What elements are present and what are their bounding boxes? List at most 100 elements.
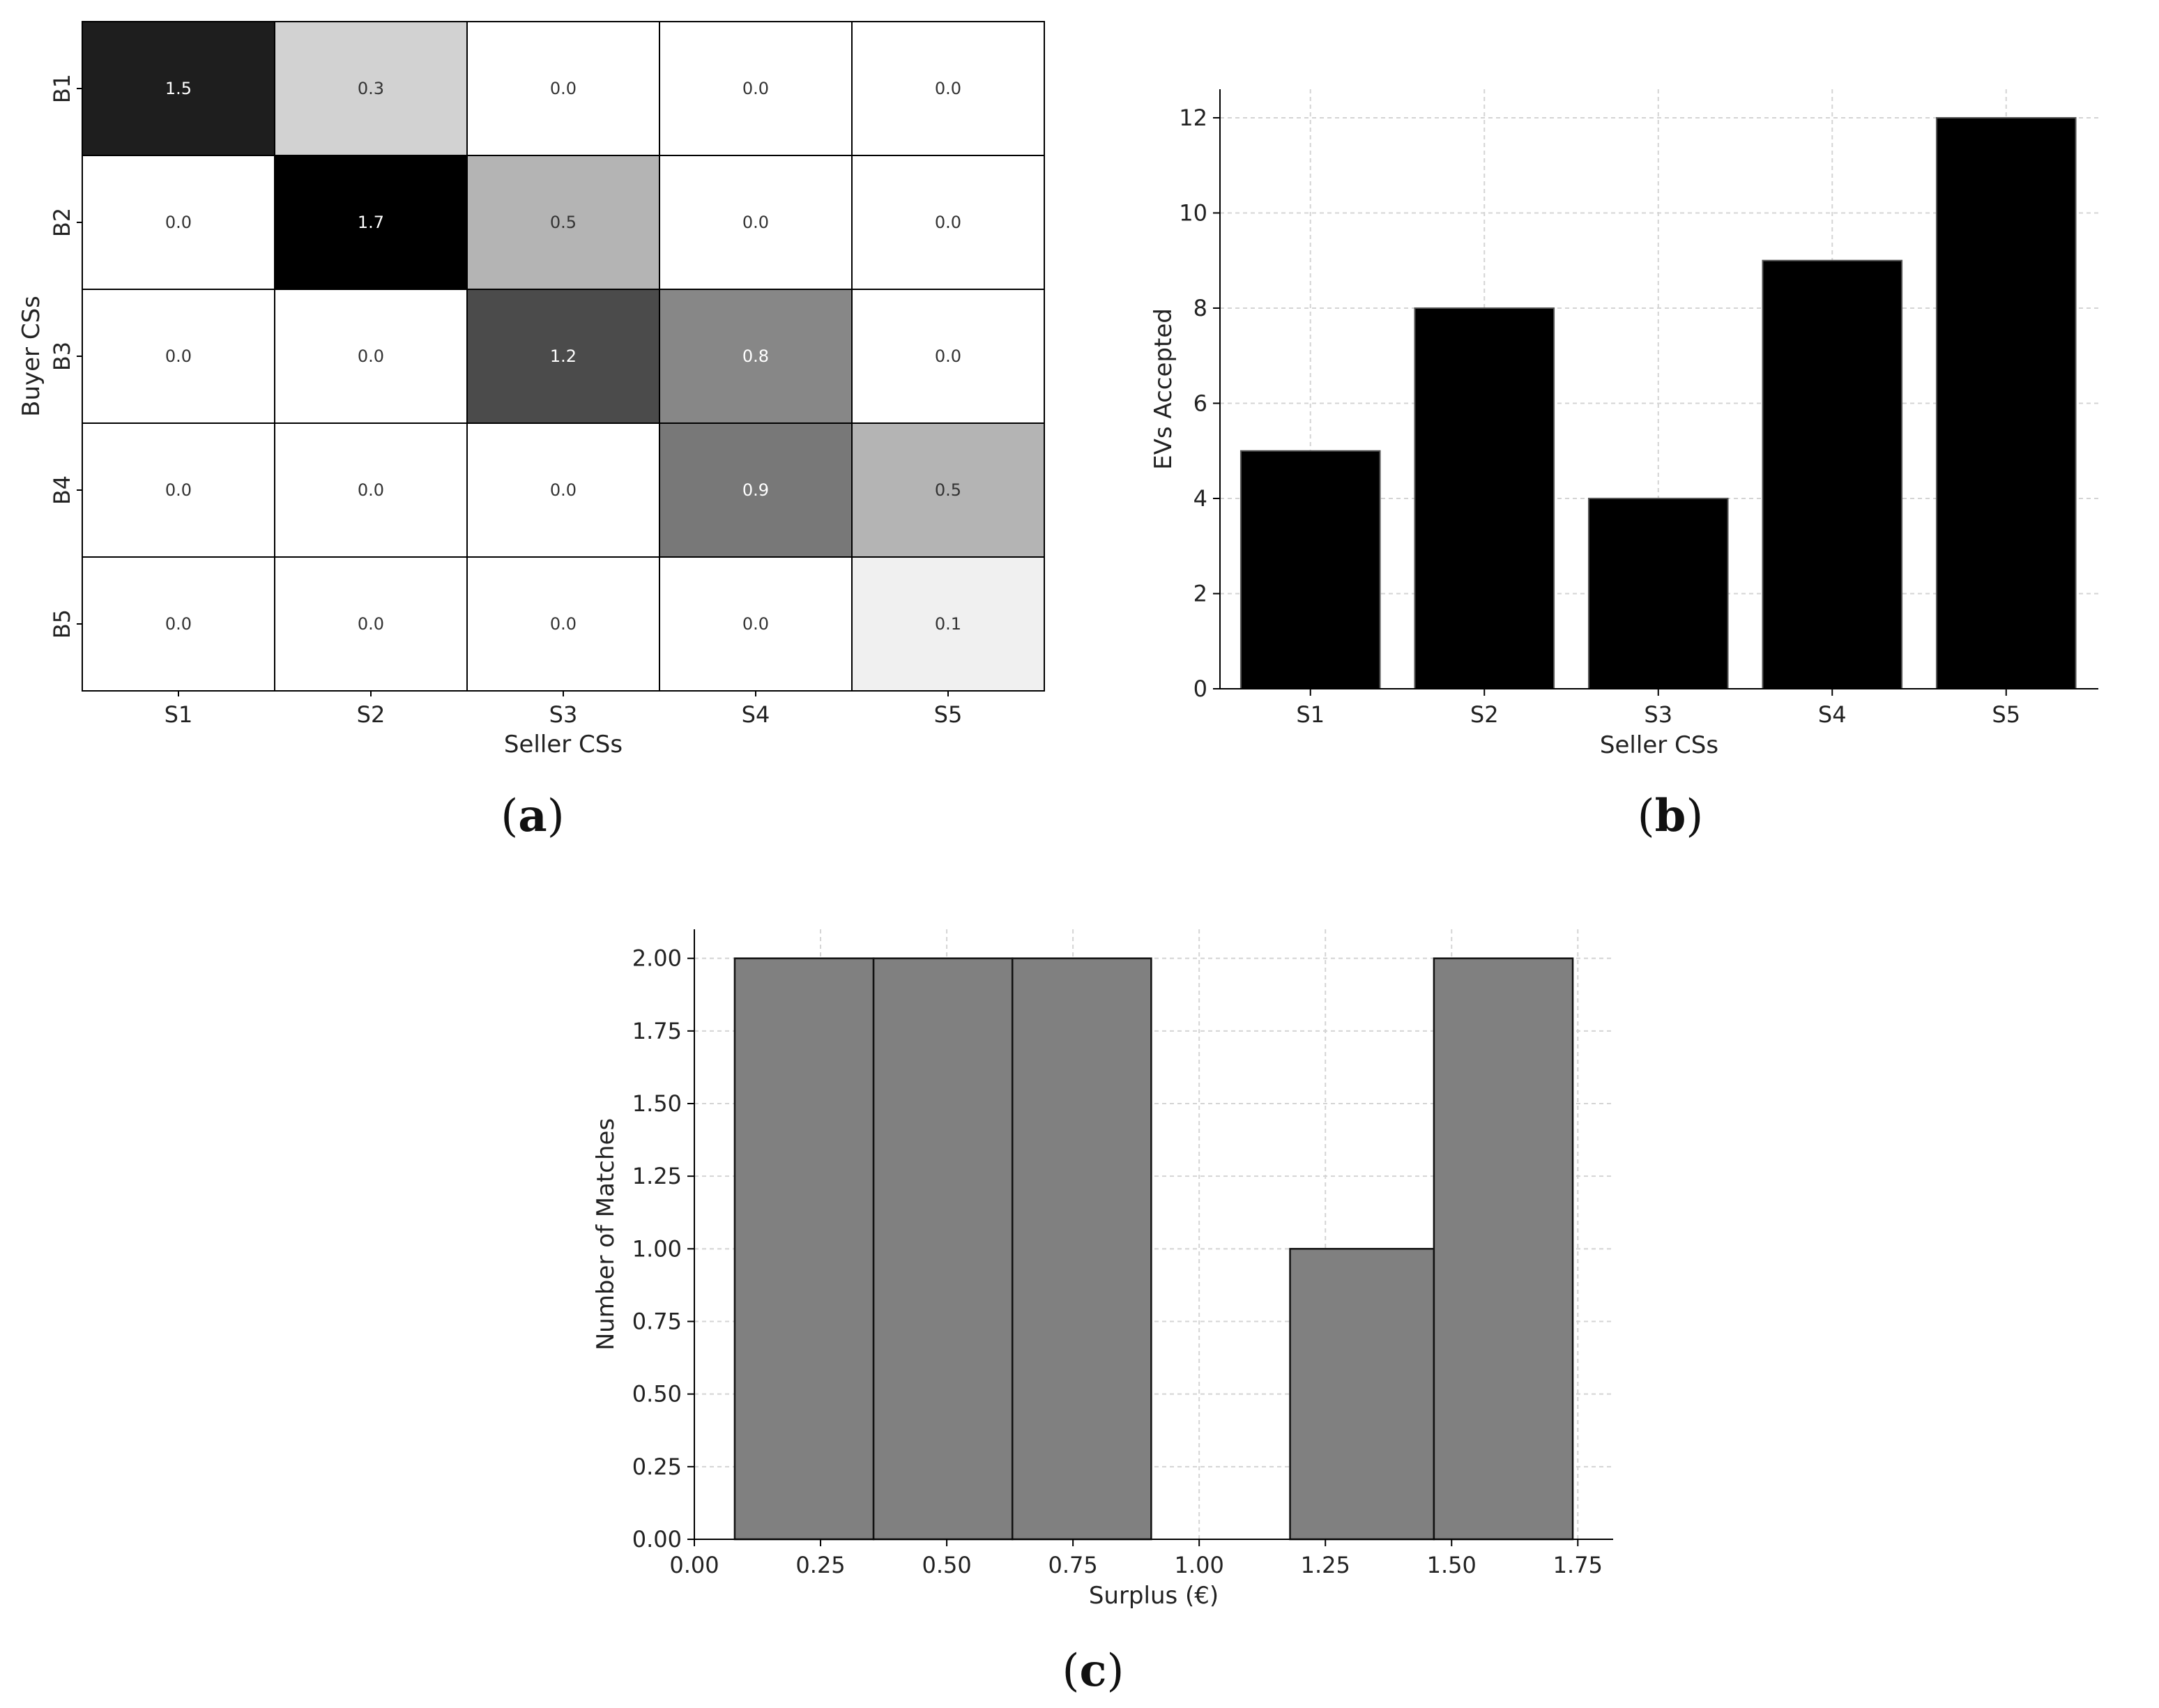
heatmap-cell-B1-S4 (659, 21, 853, 156)
bar-S4 (1762, 259, 1903, 689)
histogram-bar-1 (733, 957, 875, 1541)
heatmap-value-B4-S1: 0.0 (165, 480, 192, 500)
heatmap-value-B1-S4: 0.0 (742, 79, 769, 98)
heatmap-cell-B1-S5 (851, 21, 1045, 156)
heatmap-value-B2-S2: 1.7 (358, 213, 384, 232)
y-tick-label: 1.25 (632, 1163, 682, 1189)
x-tick-label: S4 (742, 701, 770, 728)
x-tick-label: 0.00 (669, 1552, 719, 1578)
x-axis-label: Seller CSs (504, 731, 623, 758)
heatmap-value-B1-S3: 0.0 (550, 79, 577, 98)
y-tick-label: 8 (1193, 295, 1207, 321)
y-tick-label: B2 (49, 208, 75, 237)
y-tick-label: 0 (1193, 676, 1207, 702)
x-tick-label: 1.00 (1175, 1552, 1224, 1578)
x-tick-label: 1.75 (1553, 1552, 1603, 1578)
y-tick-label: B4 (49, 475, 75, 505)
heatmap-value-B2-S5: 0.0 (935, 213, 961, 232)
heatmap-value-B3-S3: 1.2 (550, 346, 577, 366)
x-tick-label: 1.25 (1301, 1552, 1350, 1578)
y-tick-label: 0.75 (632, 1309, 682, 1335)
y-axis-label: EVs Accepted (1150, 308, 1177, 470)
heatmap-cell-B3-S2 (274, 289, 468, 424)
x-tick-label: 1.50 (1427, 1552, 1477, 1578)
heatmap-cell-B4-S3 (466, 422, 660, 558)
x-tick-label: S2 (1470, 701, 1499, 728)
y-tick-label: B5 (49, 609, 75, 639)
caption-c: (c) (1062, 1645, 1124, 1697)
y-tick-label: 2 (1193, 580, 1207, 607)
heatmap-cell-B2-S3 (466, 155, 660, 290)
y-tick-label: B3 (49, 342, 75, 371)
heatmap-value-B4-S2: 0.0 (358, 480, 384, 500)
heatmap-value-B3-S5: 0.0 (935, 346, 961, 366)
y-tick-label: 0.50 (632, 1381, 682, 1408)
heatmap-value-B3-S4: 0.8 (742, 346, 769, 366)
x-tick-label: 0.50 (922, 1552, 971, 1578)
y-tick-label: 1.75 (632, 1018, 682, 1044)
heatmap-cell-B5-S3 (466, 556, 660, 692)
heatmap-cell-B4-S2 (274, 422, 468, 558)
heatmap-value-B1-S1: 1.5 (165, 79, 192, 98)
y-tick-label: 1.50 (632, 1090, 682, 1117)
bar-S5 (1935, 116, 2077, 689)
caption-b: (b) (1638, 790, 1704, 842)
heatmap-cell-B2-S1 (82, 155, 275, 290)
x-axis-label: Surplus (€) (1089, 1582, 1219, 1610)
heatmap-value-B4-S3: 0.0 (550, 480, 577, 500)
x-tick-label: S1 (165, 701, 193, 728)
heatmap-value-B2-S1: 0.0 (165, 213, 192, 232)
y-tick-label: 6 (1193, 390, 1207, 416)
x-tick-label: 0.75 (1048, 1552, 1098, 1578)
y-tick-label: 0.25 (632, 1454, 682, 1480)
heatmap-cell-B3-S3 (466, 289, 660, 424)
heatmap-cell-B2-S5 (851, 155, 1045, 290)
histogram-bar-2 (872, 957, 1014, 1541)
heatmap-value-B5-S2: 0.0 (358, 614, 384, 634)
heatmap-value-B5-S4: 0.0 (742, 614, 769, 634)
x-tick-label: S3 (1644, 701, 1672, 728)
x-tick-label: S4 (1818, 701, 1847, 728)
caption-c-letter: c (1080, 1645, 1107, 1697)
x-axis-label: Seller CSs (1600, 731, 1718, 759)
heatmap-cell-B3-S4 (659, 289, 853, 424)
histogram-bar-3 (1011, 957, 1152, 1541)
caption-a: (a) (501, 790, 564, 842)
heatmap-value-B5-S3: 0.0 (550, 614, 577, 634)
heatmap-cell-B5-S5 (851, 556, 1045, 692)
heatmap-value-B2-S3: 0.5 (550, 213, 577, 232)
y-tick-label: 1.00 (632, 1235, 682, 1262)
heatmap-cell-B4-S5 (851, 422, 1045, 558)
histogram-bar-5 (1289, 1248, 1435, 1541)
bar-chart-panel-b: 0 2 4 6 8 10 12 S1 S2 S3 S4 S5 Seller CSs EVs Accepte… (1150, 89, 2098, 759)
heatmap-value-B4-S5: 0.5 (935, 480, 961, 500)
y-tick-label: 0.00 (632, 1526, 682, 1553)
x-tick-label: S1 (1296, 701, 1325, 728)
caption-b-letter: b (1655, 790, 1686, 842)
heatmap-cell-B5-S2 (274, 556, 468, 692)
x-tick-label: S3 (549, 701, 578, 728)
heatmap-value-B3-S1: 0.0 (165, 346, 192, 366)
heatmap-value-B4-S4: 0.9 (742, 480, 769, 500)
heatmap-value-B2-S4: 0.0 (742, 213, 769, 232)
heatmap-value-B1-S2: 0.3 (358, 79, 384, 98)
caption-a-letter: a (518, 790, 547, 842)
heatmap-value-B5-S5: 0.1 (935, 614, 961, 634)
bar-S3 (1587, 497, 1729, 689)
heatmap-value-B5-S1: 0.0 (165, 614, 192, 634)
heatmap-cell-B3-S5 (851, 289, 1045, 424)
bar-S1 (1239, 450, 1381, 689)
histogram-panel-c: 0.00 0.25 0.50 0.75 1.00 1.25 1.50 1.75 2.00 0.00… (592, 929, 1613, 1610)
x-tick-label: S5 (934, 701, 963, 728)
heatmap-panel-a: 1.5 0.3 0.0 0.0 0.0 0.0 1.7 0.5 0.0 0.0 0.0 0.0 1.2 0… (17, 21, 1045, 758)
x-tick-label: S5 (1992, 701, 2020, 728)
heatmap-value-B1-S5: 0.0 (935, 79, 961, 98)
y-tick-label: 10 (1179, 199, 1207, 226)
heatmap-cell-B5-S1 (82, 556, 275, 692)
y-tick-label: 4 (1193, 485, 1207, 512)
heatmap-cell-B4-S4 (659, 422, 853, 558)
bar-S2 (1414, 307, 1555, 689)
y-tick-label: B1 (49, 74, 75, 103)
x-tick-label: 0.25 (795, 1552, 845, 1578)
